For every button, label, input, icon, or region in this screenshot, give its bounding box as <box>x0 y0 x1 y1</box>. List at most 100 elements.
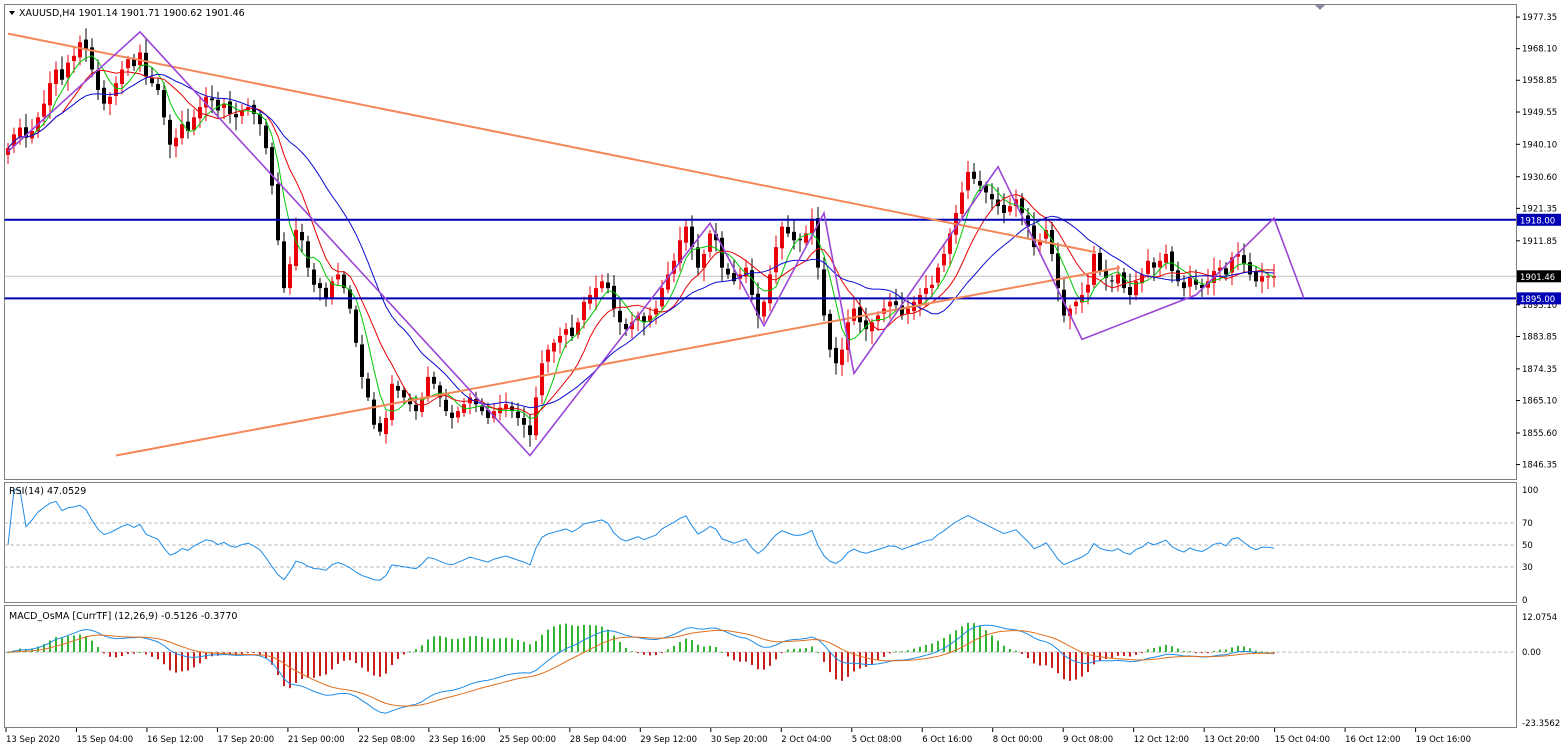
osma-bar <box>1237 645 1239 653</box>
osma-bar <box>685 638 687 653</box>
candle-body <box>984 185 988 193</box>
osma-bar <box>289 652 291 689</box>
osma-bar <box>535 641 537 653</box>
rsi-pane-frame[interactable] <box>4 482 1517 603</box>
main-pane-frame[interactable] <box>4 4 1517 480</box>
candle-body <box>1134 281 1138 296</box>
osma-bar <box>853 652 855 672</box>
candle-body <box>48 83 52 106</box>
osma-bar <box>1069 652 1071 681</box>
candle-body <box>360 344 364 377</box>
candle-body <box>174 137 178 147</box>
osma-bar <box>301 652 303 679</box>
price-tick-label: 1977.35 <box>1522 13 1557 23</box>
osma-bar <box>139 652 141 654</box>
osma-bar <box>589 624 591 653</box>
osma-bar <box>1273 652 1275 654</box>
osma-bar <box>319 652 321 677</box>
candle-body <box>210 98 214 101</box>
candle-body <box>324 287 328 299</box>
osma-bar <box>871 652 873 664</box>
price-tick-label: 1893.10 <box>1522 301 1557 311</box>
candle-body <box>1236 253 1240 257</box>
osma-bar <box>31 648 33 653</box>
osma-bar <box>43 644 45 653</box>
candle-body <box>732 273 736 282</box>
time-tick-label: 21 Sep 00:00 <box>288 735 345 745</box>
osma-bar <box>559 624 561 653</box>
candle-body <box>138 52 142 66</box>
candle-body <box>972 171 976 179</box>
osma-bar <box>631 651 633 653</box>
osma-bar <box>1021 652 1023 654</box>
candle-body <box>744 267 748 277</box>
candle-body <box>1116 274 1120 284</box>
osma-bar <box>247 652 249 654</box>
osma-bar <box>103 652 105 654</box>
osma-bar <box>121 652 123 656</box>
osma-bar <box>337 652 339 664</box>
macd-label: MACD_OsMA [CurrTF] (12,26,9) -0.5126 -0.… <box>9 611 237 622</box>
candle-body <box>354 309 358 343</box>
osma-bar <box>1207 652 1209 654</box>
candle-body <box>270 147 274 186</box>
zigzag-line[interactable] <box>7 30 1305 457</box>
osma-bar <box>1147 649 1149 653</box>
macd-pane-frame[interactable] <box>4 605 1517 728</box>
osma-bar <box>799 648 801 653</box>
candle-body <box>1260 276 1264 282</box>
osma-bar <box>1267 651 1269 653</box>
osma-bar <box>379 652 381 677</box>
osma-bar <box>175 652 177 673</box>
osma-bar <box>241 652 243 655</box>
osma-bar <box>367 652 369 672</box>
current-price-badge <box>1517 270 1561 283</box>
candle-body <box>24 127 28 138</box>
price-tick-label: 1883.85 <box>1522 332 1557 342</box>
price-tick-label: 1855.60 <box>1522 429 1557 439</box>
osma-bar <box>943 637 945 653</box>
candle-body <box>990 194 994 200</box>
osma-bar <box>625 647 627 653</box>
trendline-lower[interactable] <box>115 266 1121 457</box>
osma-bar <box>1201 652 1203 654</box>
candle-body <box>834 347 838 364</box>
time-tick-label: 2 Oct 04:00 <box>781 735 831 745</box>
osma-bar <box>349 652 351 661</box>
time-tick-label: 13 Sep 2020 <box>6 735 60 745</box>
osma-bar <box>841 652 843 681</box>
candle-body <box>978 180 982 186</box>
macd-tick-label: -23.3562 <box>1522 719 1560 729</box>
time-axis: 13 Sep 2020 15 Sep 04:00 16 Sep 12:00 17 Se… <box>5 728 1471 745</box>
candle-body <box>1038 240 1042 246</box>
candle-body <box>642 316 646 323</box>
candle-body <box>696 247 700 268</box>
chart-shift-marker-icon[interactable] <box>1315 5 1325 10</box>
osma-bar <box>115 652 117 658</box>
time-tick-label: 9 Oct 08:00 <box>1063 735 1113 745</box>
candle-body <box>336 274 340 280</box>
osma-bar <box>937 640 939 653</box>
osma-bar <box>595 625 597 653</box>
osma-bar <box>415 649 417 653</box>
candle-body <box>342 274 346 289</box>
candle-body <box>576 322 580 335</box>
symbol-menu-triangle-icon[interactable] <box>9 11 15 15</box>
osma-bar <box>1159 646 1161 653</box>
time-tick-label: 15 Oct 04:00 <box>1275 735 1330 745</box>
time-tick-label: 8 Oct 00:00 <box>993 735 1043 745</box>
osma-bar <box>715 647 717 653</box>
osma-bar <box>1243 646 1245 653</box>
candle-body <box>330 281 334 299</box>
osma-bar <box>1183 651 1185 653</box>
rsi-line <box>7 489 1275 581</box>
candle-body <box>66 62 70 78</box>
osma-bar <box>37 646 39 653</box>
trendline-upper[interactable] <box>7 32 1097 254</box>
candle-body <box>1074 301 1078 307</box>
candle-body <box>630 322 634 330</box>
candle-body <box>306 241 310 268</box>
osma-bar <box>343 652 345 661</box>
candle-body <box>1170 251 1174 272</box>
